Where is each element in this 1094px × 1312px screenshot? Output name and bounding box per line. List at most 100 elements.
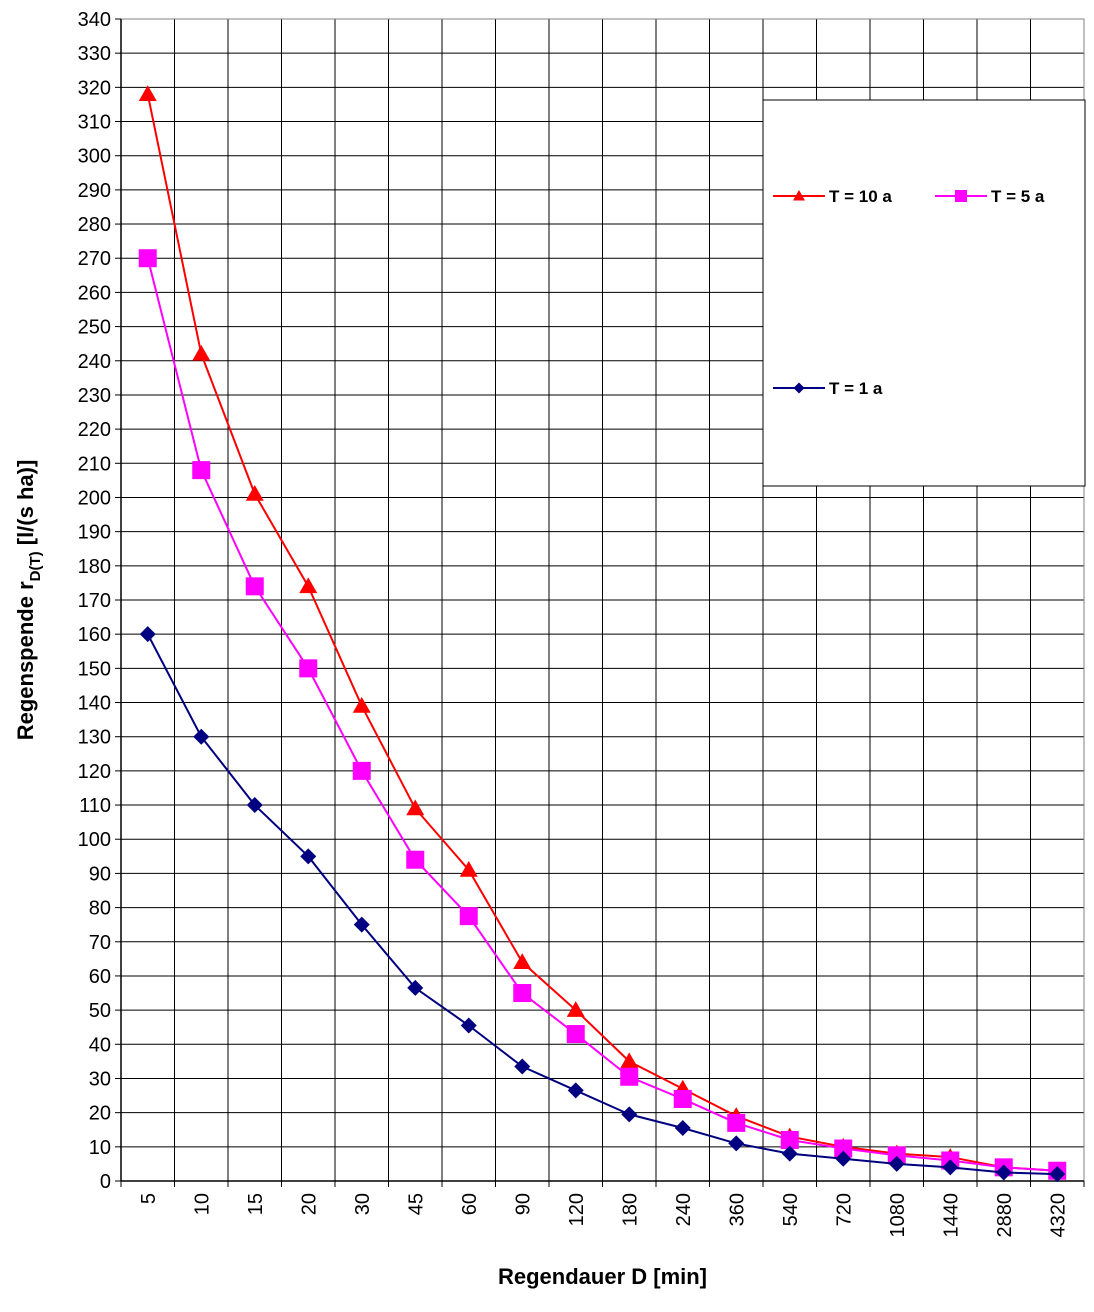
data-point: [780, 1130, 799, 1149]
y-axis-title-subscript: D(T): [27, 551, 44, 581]
x-tick-label: 30: [352, 1193, 374, 1215]
data-point: [138, 249, 157, 268]
data-point: [245, 577, 264, 596]
data-point: [139, 626, 156, 643]
y-tick-label: 50: [89, 1000, 111, 1022]
x-tick-label: 90: [512, 1193, 534, 1215]
legend-marker: [955, 190, 967, 202]
x-tick-label: 5: [138, 1193, 160, 1204]
legend: T = 10 a T = 5 a T = 1 a: [762, 99, 1086, 487]
y-tick-label: 210: [78, 453, 111, 475]
y-tick-label: 160: [78, 624, 111, 646]
y-tick-label: 240: [78, 351, 111, 373]
data-point: [621, 1106, 638, 1123]
data-point: [620, 1067, 639, 1086]
data-point: [300, 848, 317, 865]
y-axis-title-unit: [l/(s ha)]: [13, 460, 38, 552]
x-tick-label: 15: [245, 1193, 267, 1215]
legend-entry: T = 10 a: [773, 187, 892, 206]
y-tick-label: 300: [78, 146, 111, 168]
y-tick-label: 260: [78, 282, 111, 304]
y-tick-label: 230: [78, 385, 111, 407]
data-point: [192, 344, 211, 361]
data-point: [835, 1150, 852, 1167]
data-point: [727, 1113, 746, 1132]
data-point: [567, 1082, 584, 1099]
x-tick-label: 20: [298, 1193, 320, 1215]
legend-label: T = 5 a: [991, 187, 1045, 206]
x-tick-label: 120: [566, 1193, 588, 1226]
x-tick-label: 10: [191, 1193, 213, 1215]
data-point: [1049, 1166, 1066, 1183]
x-tick-label: 540: [780, 1193, 802, 1226]
data-point: [406, 799, 425, 816]
data-point: [352, 696, 371, 713]
x-tick-label: 60: [459, 1193, 481, 1215]
data-point: [138, 85, 157, 101]
data-point: [299, 659, 318, 678]
series-diamond: [139, 626, 1066, 1183]
series-line: [146, 633, 1058, 1176]
y-tick-label: 140: [78, 693, 111, 715]
y-tick-label: 110: [79, 795, 111, 817]
data-point: [513, 953, 532, 970]
y-tick-label: 80: [89, 898, 111, 920]
series: [138, 85, 1067, 1183]
y-tick-label: 250: [78, 317, 111, 339]
y-tick-label: 70: [89, 932, 111, 954]
data-point: [513, 984, 532, 1003]
data-point: [620, 1052, 639, 1069]
y-tick-label: 200: [78, 487, 111, 509]
y-tick-label: 280: [78, 214, 111, 236]
legend-marker: [793, 190, 805, 201]
data-point: [995, 1164, 1012, 1181]
axes: 0 10 20 30 40 50 60 70 80 90 100 110 120 130 140 150 160…: [78, 9, 1085, 1238]
legend-marker: [793, 382, 805, 394]
x-tick-label: 2880: [994, 1193, 1016, 1238]
legend-entry: T = 5 a: [935, 187, 1045, 206]
y-tick-label: 190: [78, 522, 111, 544]
data-point: [459, 860, 478, 877]
legend-box: [762, 99, 1086, 487]
data-point: [834, 1139, 853, 1158]
y-tick-label: 320: [78, 77, 111, 99]
data-point: [728, 1135, 745, 1152]
x-tick-label: 1440: [940, 1193, 962, 1238]
data-point: [459, 907, 478, 926]
x-tick-label: 360: [726, 1193, 748, 1226]
y-tick-label: 60: [89, 966, 111, 988]
data-point: [245, 485, 264, 501]
data-point: [673, 1089, 692, 1108]
data-point: [407, 979, 424, 996]
data-point: [514, 1058, 531, 1075]
y-tick-label: 0: [100, 1171, 111, 1193]
data-point: [192, 461, 211, 480]
data-point: [781, 1145, 798, 1162]
y-tick-label: 40: [89, 1034, 111, 1056]
x-tick-label: 180: [619, 1193, 641, 1226]
y-axis-title: Regenspende rD(T) [l/(s ha)]: [13, 460, 44, 741]
data-point: [193, 728, 210, 745]
y-tick-label: 310: [78, 112, 111, 134]
y-tick-label: 150: [78, 658, 111, 680]
data-point: [566, 1001, 585, 1017]
y-tick-label: 10: [89, 1137, 111, 1159]
y-tick-label: 130: [78, 727, 111, 749]
y-tick-label: 100: [78, 829, 111, 851]
y-tick-label: 170: [78, 590, 111, 612]
y-tick-label: 220: [78, 419, 111, 441]
y-tick-label: 120: [78, 761, 111, 783]
x-tick-label: 1080: [887, 1193, 909, 1238]
legend-label: T = 10 a: [829, 187, 892, 206]
x-tick-label: 45: [405, 1193, 427, 1215]
legend-label: T = 1 a: [829, 379, 883, 398]
data-point: [299, 577, 318, 594]
data-point: [353, 916, 370, 933]
data-point: [246, 797, 263, 814]
x-axis-title: Regendauer D [min]: [498, 1264, 707, 1289]
data-point: [674, 1120, 691, 1137]
y-tick-label: 340: [78, 9, 111, 31]
data-point: [566, 1025, 585, 1044]
